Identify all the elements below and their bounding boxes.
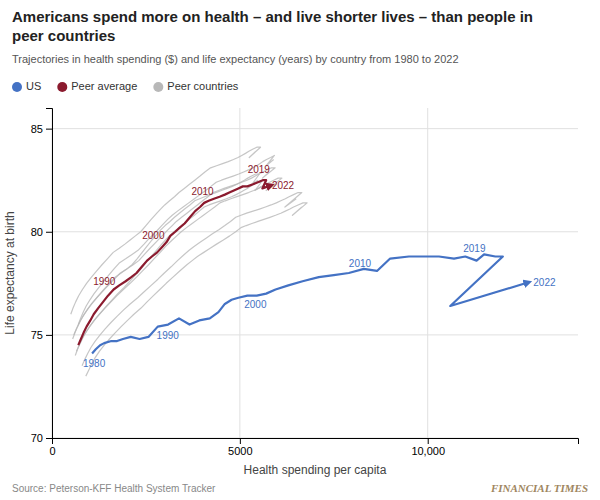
- y-grid-line: [52, 231, 578, 232]
- series-line: [82, 193, 302, 366]
- y-axis: 70 75 80 85: [31, 109, 53, 445]
- y-tick-label: 75: [31, 329, 43, 341]
- legend-label: US: [26, 80, 41, 92]
- legend-swatch: [12, 82, 22, 92]
- series-line: [73, 174, 260, 339]
- x-tick: 10,000: [411, 438, 445, 457]
- x-grid-line: [427, 108, 428, 438]
- x-axis-title: Health spending per capita: [244, 463, 387, 477]
- y-grid-line: [52, 128, 578, 129]
- year-label: 2019: [248, 164, 271, 175]
- chart: Americans spend more on health – and liv…: [0, 0, 600, 500]
- watermark: FINANCIAL TIMES: [490, 482, 588, 494]
- series-line: [78, 155, 274, 324]
- series-line: [92, 254, 525, 353]
- year-label: 2022: [533, 277, 556, 288]
- x-axis-line: [53, 439, 579, 445]
- source: Source: Peterson-KFF Health System Track…: [12, 483, 216, 494]
- legend-swatch: [153, 82, 163, 92]
- x-tick: 5000: [228, 438, 252, 457]
- year-label: 2019: [463, 243, 486, 254]
- legend-item: US: [12, 80, 41, 92]
- x-tick: 0: [49, 438, 55, 457]
- x-tick-label: 0: [49, 445, 55, 457]
- x-tick-mark: [240, 438, 241, 444]
- y-tick-mark: [46, 129, 52, 130]
- x-tick-label: 10,000: [411, 445, 445, 457]
- year-label: 1990: [157, 330, 180, 341]
- legend-label: Peer average: [71, 80, 137, 92]
- x-axis: 0 5000 10,000: [49, 438, 578, 457]
- year-label: 2022: [272, 180, 295, 191]
- y-grid-line: [52, 334, 578, 335]
- x-tick-label: 5000: [228, 445, 252, 457]
- y-tick-label: 85: [31, 123, 43, 135]
- series-line: [75, 182, 261, 355]
- y-tick: 85: [31, 123, 52, 135]
- year-label: 1990: [93, 276, 116, 287]
- point-labels: 1980199020002010201920221990200020102019…: [83, 164, 556, 369]
- legend-label: Peer countries: [167, 80, 238, 92]
- legend: US Peer average Peer countries: [12, 80, 239, 92]
- y-tick-mark: [46, 438, 52, 439]
- y-tick: 70: [31, 432, 52, 444]
- subtitle: Trajectories in health spending ($) and …: [12, 53, 459, 65]
- grid: [52, 108, 578, 438]
- y-tick-label: 80: [31, 226, 43, 238]
- x-tick-mark: [428, 438, 429, 444]
- plot-area: 0500010,00070758085198019902000201020192…: [31, 108, 579, 457]
- series-line: [76, 178, 282, 351]
- year-label: 1980: [83, 358, 106, 369]
- y-tick-mark: [46, 335, 52, 336]
- year-label: 2000: [244, 299, 267, 310]
- legend-item: Peer countries: [153, 80, 238, 92]
- y-axis-title: Life expectancy at birth: [3, 211, 17, 334]
- title: Americans spend more on health – and liv…: [12, 8, 533, 44]
- y-tick-label: 70: [31, 432, 43, 444]
- y-tick: 80: [31, 226, 52, 238]
- year-label: 2000: [142, 230, 165, 241]
- y-tick: 75: [31, 329, 52, 341]
- legend-swatch: [57, 82, 67, 92]
- y-tick-mark: [46, 232, 52, 233]
- year-label: 2010: [349, 258, 372, 269]
- legend-item: Peer average: [57, 80, 137, 92]
- series-line: [71, 147, 261, 314]
- lines: [71, 147, 526, 376]
- year-label: 2010: [191, 186, 214, 197]
- x-grid-line: [239, 108, 240, 438]
- y-axis-line: [46, 109, 53, 439]
